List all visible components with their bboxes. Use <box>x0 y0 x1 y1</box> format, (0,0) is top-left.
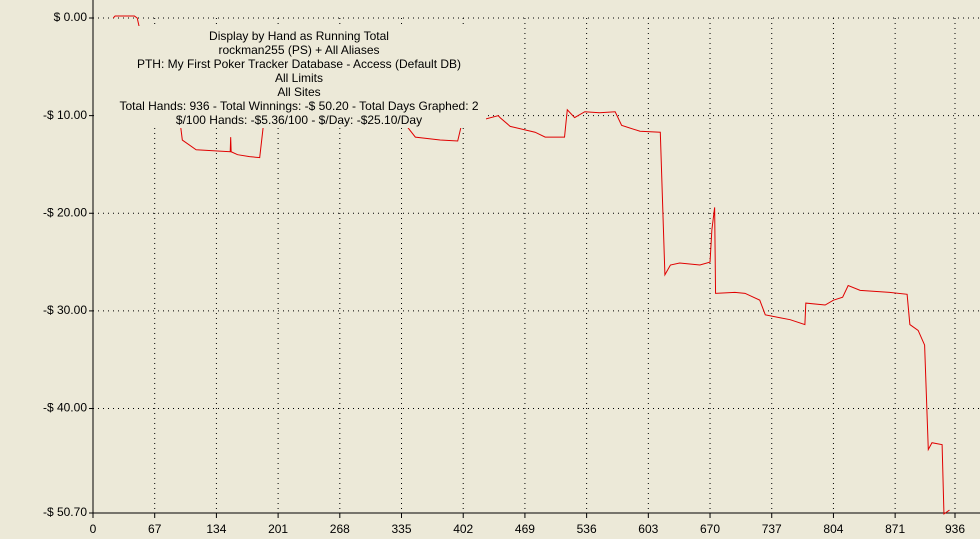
y-tick-label: -$ 30.00 <box>43 303 87 317</box>
annotation-line: PTH: My First Poker Tracker Database - A… <box>137 57 461 71</box>
x-tick-label: 67 <box>148 522 162 536</box>
annotation-line: All Sites <box>277 85 320 99</box>
x-tick-label: 670 <box>700 522 720 536</box>
x-tick-label: 804 <box>823 522 843 536</box>
x-tick-label: 871 <box>885 522 905 536</box>
x-tick-label: 936 <box>945 522 965 536</box>
x-tick-label: 268 <box>330 522 350 536</box>
x-tick-label: 469 <box>515 522 535 536</box>
x-tick-label: 737 <box>762 522 782 536</box>
annotation-line: rockman255 (PS) + All Aliases <box>218 43 379 57</box>
annotation-box <box>96 26 486 128</box>
x-tick-label: 0 <box>90 522 97 536</box>
line <box>112 15 950 515</box>
y-tick-label: -$ 40.00 <box>43 401 87 415</box>
annotation-line: Display by Hand as Running Total <box>209 29 389 43</box>
y-tick-label: $ 0.00 <box>54 10 88 24</box>
x-tick-label: 134 <box>206 522 226 536</box>
x-tick-label: 335 <box>391 522 411 536</box>
x-tick-label: 201 <box>268 522 288 536</box>
y-tick-label: -$ 10.00 <box>43 108 87 122</box>
y-tick-label: -$ 20.00 <box>43 205 87 219</box>
x-tick-label: 536 <box>577 522 597 536</box>
x-tick-label: 603 <box>638 522 658 536</box>
annotation-line: $/100 Hands: -$5.36/100 - $/Day: -$25.10… <box>176 113 422 127</box>
annotation-line: All Limits <box>275 71 323 85</box>
x-tick-label: 402 <box>453 522 473 536</box>
annotation-line: Total Hands: 936 - Total Winnings: -$ 50… <box>119 99 478 113</box>
y-tick-label: -$ 50.70 <box>43 505 87 519</box>
